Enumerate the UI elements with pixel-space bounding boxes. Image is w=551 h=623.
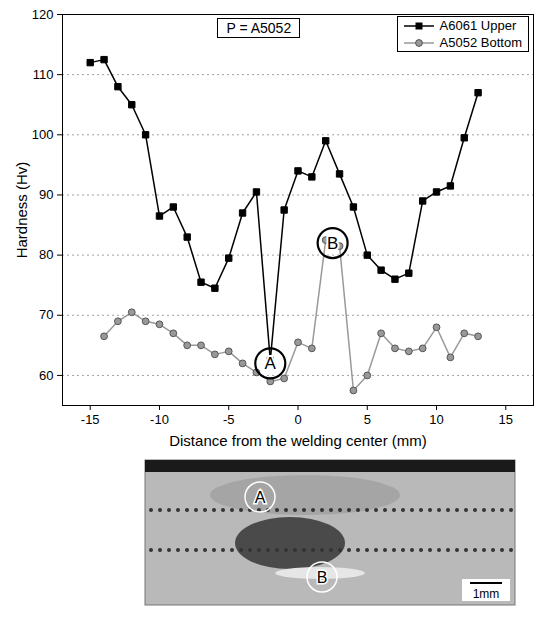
svg-text:110: 110: [33, 67, 54, 82]
html-text:A6061 Upper: A6061 Upper: [439, 18, 517, 33]
html-text:A5052 Bottom: A5052 Bottom: [439, 35, 522, 50]
svg-text:5: 5: [364, 412, 371, 427]
svg-text:15: 15: [499, 412, 513, 427]
html-text:P = A5052: P = A5052: [226, 20, 292, 36]
svg-text:60: 60: [39, 368, 53, 383]
svg-text:70: 70: [39, 307, 53, 322]
svg-text:B: B: [317, 569, 328, 586]
svg-text:Hardness (Hv): Hardness (Hv): [13, 162, 30, 259]
svg-text:B: B: [327, 234, 338, 253]
svg-text:80: 80: [39, 247, 53, 262]
svg-text:0: 0: [294, 412, 301, 427]
svg-text:100: 100: [32, 127, 54, 142]
svg-text:10: 10: [429, 412, 443, 427]
svg-text:A: A: [255, 489, 266, 506]
svg-text:-15: -15: [81, 412, 100, 427]
svg-text:A: A: [265, 354, 277, 373]
svg-text:90: 90: [39, 187, 53, 202]
svg-text:-10: -10: [150, 412, 169, 427]
svg-text:120: 120: [32, 7, 54, 22]
svg-text:1mm: 1mm: [473, 587, 500, 601]
svg-text:-5: -5: [223, 412, 235, 427]
svg-text:Distance from the welding cent: Distance from the welding center (mm): [169, 432, 427, 449]
